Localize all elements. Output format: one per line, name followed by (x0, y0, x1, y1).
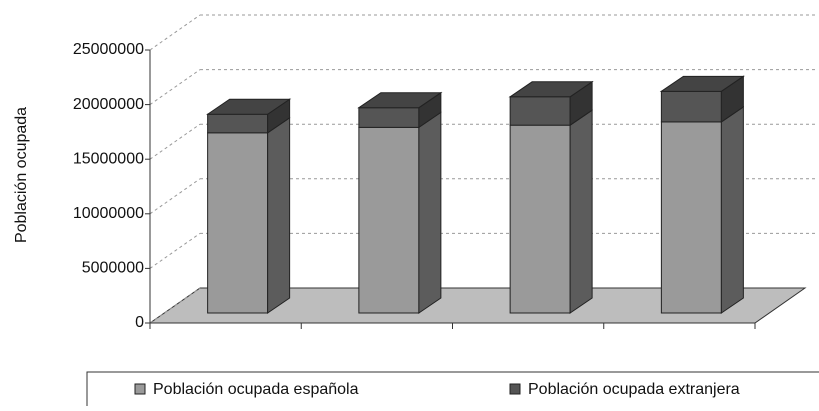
y-tick-label: 25000000 (73, 41, 144, 58)
bar-segment (509, 124, 571, 314)
y-axis-title: Población ocupada (13, 107, 30, 243)
bar-segment (358, 126, 420, 314)
y-tick-label: 5000000 (82, 260, 144, 277)
bar-segment (660, 90, 722, 123)
bar-segment (358, 107, 420, 128)
grid-line (149, 123, 201, 160)
grid-line (149, 69, 201, 106)
bar-top (659, 75, 745, 92)
bar-segment (207, 132, 269, 314)
legend-label: Población ocupada española (153, 381, 359, 398)
legend-swatch (134, 383, 146, 395)
y-tick-label: 10000000 (73, 205, 144, 222)
legend-swatch (509, 383, 521, 395)
legend-label: Población ocupada extranjera (528, 381, 740, 398)
grid-line (149, 14, 201, 51)
grid-line (149, 232, 201, 269)
y-tick-label: 0 (135, 314, 144, 331)
bar-side (720, 105, 744, 314)
bar-segment (660, 121, 722, 314)
bar-side (569, 109, 593, 314)
bar-top (508, 81, 594, 98)
y-tick-label: 20000000 (73, 96, 144, 113)
legend-box (86, 371, 819, 411)
grid-line (149, 287, 201, 324)
bar-segment (207, 113, 269, 134)
bar-side (418, 111, 442, 314)
bar-segment (509, 96, 571, 126)
bar-top (206, 98, 292, 115)
y-tick-label: 15000000 (73, 150, 144, 167)
grid-line (149, 178, 201, 215)
bar-top (357, 92, 443, 109)
bar-side (267, 116, 291, 314)
